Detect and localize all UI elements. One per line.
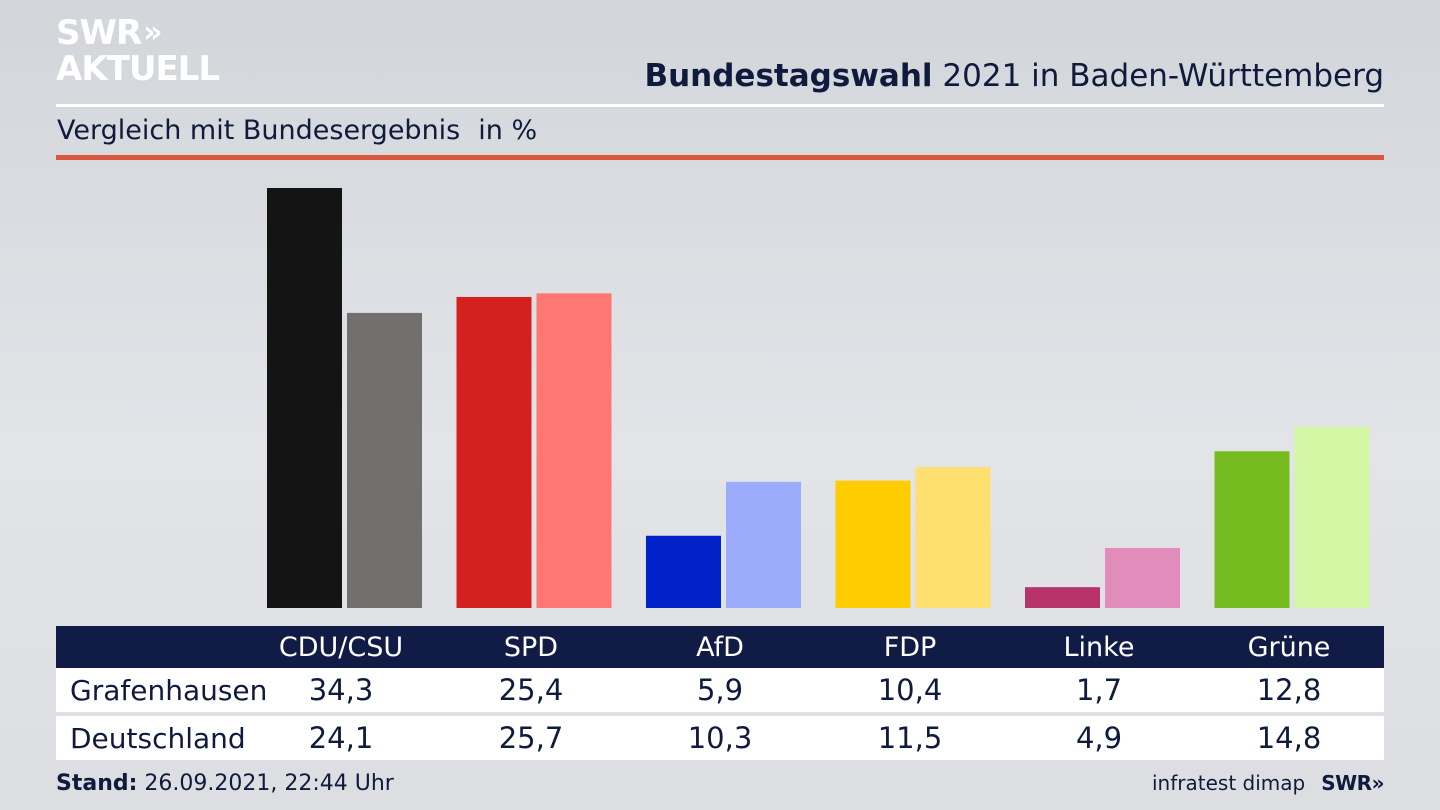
column-header: Grüne bbox=[1247, 631, 1331, 663]
row-label: Deutschland bbox=[70, 721, 246, 755]
column-header: Linke bbox=[1063, 631, 1135, 663]
table-row: Deutschland 24,1 25,7 10,3 11,5 4,9 14,8 bbox=[56, 716, 1384, 760]
results-table: CDU/CSU SPD AfD FDP Linke Grüne Grafenhausen 3… bbox=[56, 626, 1384, 760]
column-header: CDU/CSU bbox=[278, 631, 404, 663]
table-cell: 25,4 bbox=[498, 673, 564, 707]
table-cell: 10,4 bbox=[877, 673, 943, 707]
chart-subtitle: Vergleich mit Bundesergebnis in % bbox=[57, 115, 537, 146]
bar-cdu-csu-local bbox=[267, 188, 342, 608]
chart-title-bold: Bundestagswahl bbox=[644, 58, 933, 94]
bar-grüne-national bbox=[1294, 426, 1370, 608]
source-credit: infratest dimap SWR» bbox=[1152, 771, 1385, 795]
stand-label: Stand: bbox=[56, 771, 138, 796]
swr-aktuell-logo: SWR » AKTUELL bbox=[56, 13, 220, 89]
subtitle-divider bbox=[56, 155, 1384, 160]
table-cell: 10,3 bbox=[687, 721, 753, 755]
subtitle-text: Vergleich mit Bundesergebnis bbox=[57, 115, 461, 146]
table-cell: 24,1 bbox=[308, 721, 374, 755]
column-header: FDP bbox=[883, 631, 937, 663]
bar-spd-national bbox=[536, 293, 612, 608]
row-label: Grafenhausen bbox=[70, 673, 268, 707]
table-cell: 1,7 bbox=[1075, 673, 1123, 707]
logo-chevrons-icon: » bbox=[143, 15, 163, 50]
logo-swr-text: SWR bbox=[56, 13, 142, 53]
bar-chart bbox=[56, 160, 1384, 608]
chart-title: Bundestagswahl 2021 in Baden-Württemberg bbox=[644, 58, 1384, 94]
bar-fdp-local bbox=[835, 480, 911, 608]
column-header: SPD bbox=[503, 631, 559, 663]
table-body: Grafenhausen 34,3 25,4 5,9 10,4 1,7 12,8 Deutsc… bbox=[56, 668, 1384, 760]
table-cell: 5,9 bbox=[696, 673, 744, 707]
swr-footer-text: SWR bbox=[1321, 771, 1372, 795]
table-cell: 34,3 bbox=[308, 673, 374, 707]
bar-linke-local bbox=[1025, 587, 1100, 608]
bar-cdu-csu-national bbox=[347, 312, 422, 608]
table-header-row: CDU/CSU SPD AfD FDP Linke Grüne bbox=[56, 626, 1384, 668]
chart-title-rest: 2021 in Baden-Württemberg bbox=[932, 58, 1384, 94]
title-divider bbox=[56, 104, 1384, 107]
table-cell: 14,8 bbox=[1256, 721, 1322, 755]
timestamp: Stand: 26.09.2021, 22:44 Uhr bbox=[56, 771, 394, 796]
bar-chart-svg bbox=[267, 188, 1370, 608]
bar-afd-national bbox=[726, 481, 801, 608]
bar-linke-national bbox=[1105, 548, 1180, 608]
table-cell: 12,8 bbox=[1256, 673, 1322, 707]
table-cell: 4,9 bbox=[1075, 721, 1123, 755]
source-label: infratest dimap bbox=[1152, 771, 1306, 795]
swr-footer-logo: SWR» bbox=[1321, 771, 1384, 795]
bar-spd-local bbox=[456, 296, 532, 608]
table-row: Grafenhausen 34,3 25,4 5,9 10,4 1,7 12,8 bbox=[56, 668, 1384, 712]
stand-value: 26.09.2021, 22:44 Uhr bbox=[137, 771, 394, 796]
column-header: AfD bbox=[696, 631, 744, 663]
bar-grüne-local bbox=[1214, 451, 1290, 608]
unit-label: in % bbox=[478, 115, 538, 146]
logo-aktuell-text: AKTUELL bbox=[56, 49, 220, 89]
swr-footer-chevrons-icon: » bbox=[1371, 771, 1385, 795]
table-cell: 11,5 bbox=[877, 721, 943, 755]
table-cell: 25,7 bbox=[498, 721, 564, 755]
bar-fdp-national bbox=[915, 467, 991, 608]
bar-afd-local bbox=[646, 535, 721, 608]
